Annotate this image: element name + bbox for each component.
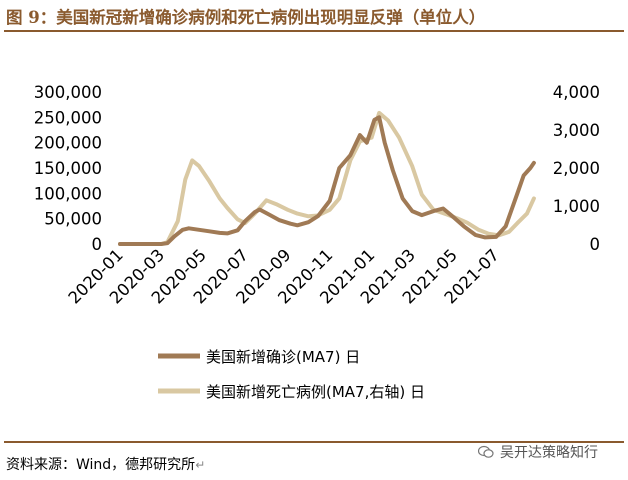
- series-line-cases: [118, 115, 536, 246]
- return-mark: ↵: [195, 458, 206, 472]
- y-left-tick-label: 300,000: [34, 83, 102, 102]
- chart: 0 50,000 100,000 150,000 200,000 250,000 300,0…: [34, 83, 601, 401]
- y-left-tick-label: 0: [92, 235, 103, 254]
- wechat-icon: [478, 445, 494, 458]
- source-note: 资料来源：Wind，德邦研究所↵: [6, 454, 205, 474]
- legend-label-deaths: 美国新增死亡病例(MA7,右轴) 日: [206, 383, 425, 401]
- y-left-tick-label: 150,000: [34, 159, 102, 178]
- legend-label-cases: 美国新增确诊(MA7) 日: [206, 348, 360, 366]
- series-line-deaths: [118, 110, 536, 246]
- watermark: 吴开达策略知行: [478, 442, 598, 462]
- source-text: 资料来源：Wind，德邦研究所: [6, 457, 196, 473]
- series-layer: [118, 110, 536, 246]
- y-right-tick-label: 3,000: [553, 121, 600, 140]
- footer-divider: [4, 441, 624, 443]
- y-right-tick-label: 2,000: [553, 159, 600, 178]
- y-left-tick-label: 200,000: [34, 134, 102, 153]
- y-right-tick-label: 0: [590, 235, 601, 254]
- y-right-tick-label: 1,000: [553, 197, 600, 216]
- figure-title: 图 9：美国新冠新增确诊病例和死亡病例出现明显反弹（单位人）: [6, 8, 486, 27]
- y-left-tick-label: 250,000: [34, 108, 102, 127]
- y-left-tick-label: 100,000: [34, 184, 102, 203]
- y-left-tick-label: 50,000: [44, 210, 102, 229]
- y-right-tick-label: 4,000: [553, 83, 600, 102]
- title-divider: [4, 30, 624, 32]
- watermark-text: 吴开达策略知行: [500, 445, 598, 461]
